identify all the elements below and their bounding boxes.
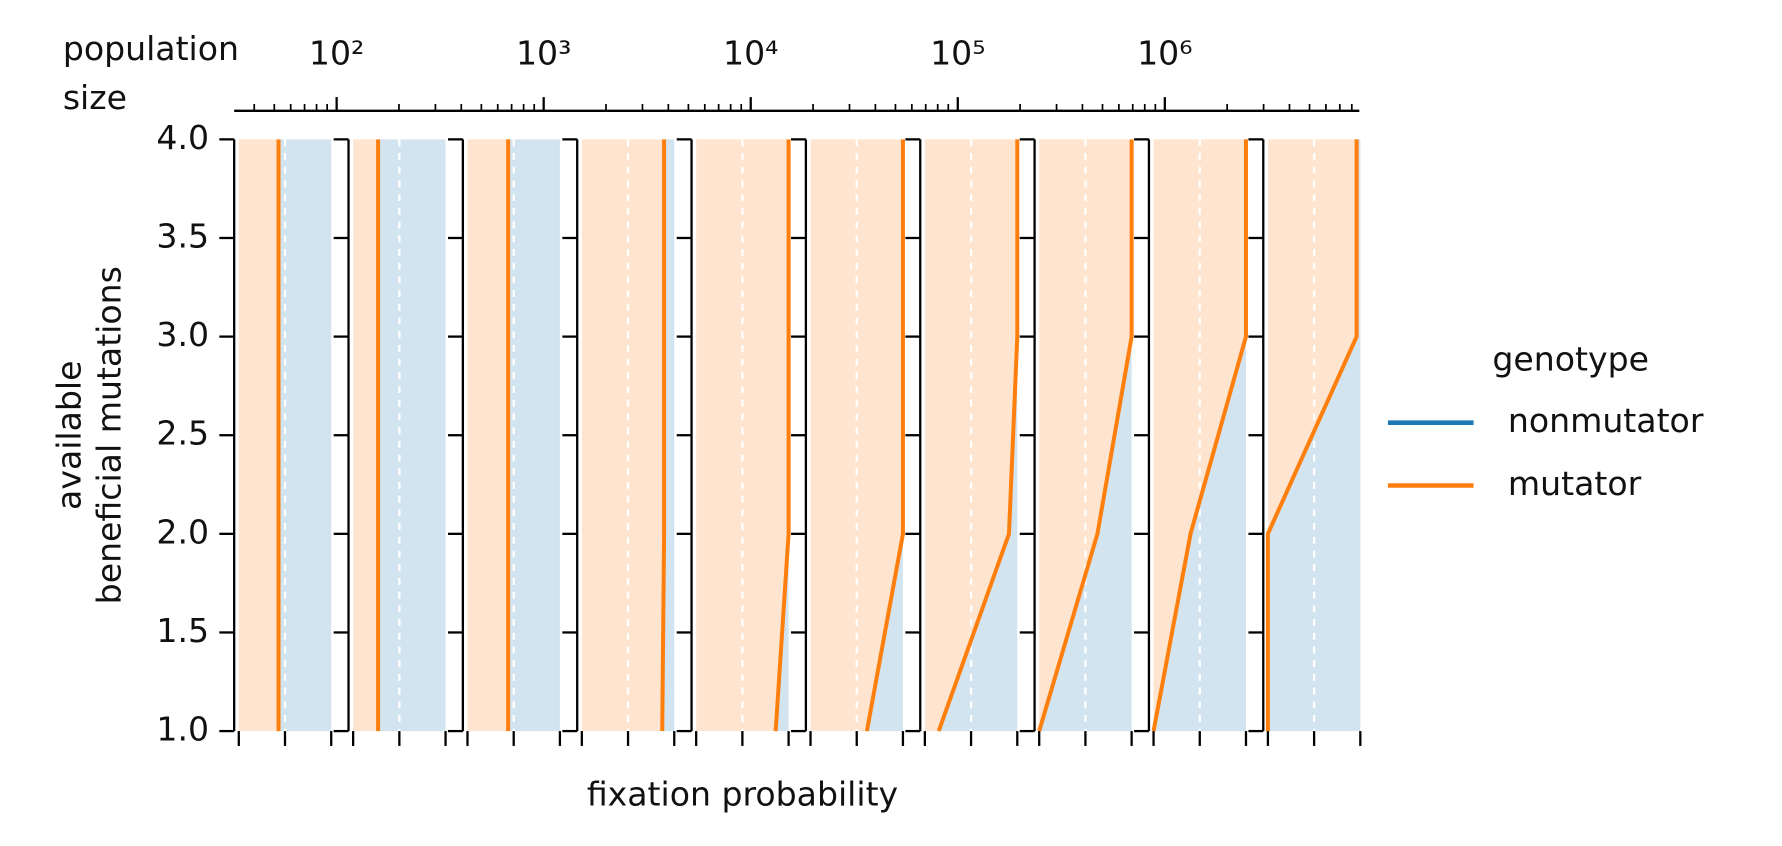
mutator-area bbox=[1153, 139, 1246, 732]
mutator-line bbox=[936, 139, 1020, 732]
top-axis-label: population bbox=[63, 29, 239, 68]
mutator-line bbox=[1037, 139, 1134, 732]
mutator-area bbox=[696, 139, 789, 732]
y-tick-label: 1.0 bbox=[156, 710, 209, 749]
nonmutator-area bbox=[278, 139, 332, 732]
mutator-line bbox=[1151, 139, 1248, 732]
y-axis-label-line: available bbox=[49, 360, 88, 509]
mutator-area bbox=[810, 139, 903, 732]
y-tick-label: 1.5 bbox=[156, 611, 209, 650]
legend-title: genotype bbox=[1492, 339, 1649, 378]
nonmutator-area bbox=[508, 139, 560, 732]
top-tick-label: 10⁶ bbox=[1137, 33, 1192, 72]
nonmutator-area bbox=[1153, 139, 1246, 732]
y-tick-label: 3.5 bbox=[156, 216, 209, 255]
legend-label: nonmutator bbox=[1508, 401, 1704, 440]
mutator-area bbox=[238, 139, 279, 732]
mutator-line bbox=[1265, 139, 1359, 732]
y-axis-label-line: beneficial mutations bbox=[89, 266, 128, 604]
nonmutator-area bbox=[378, 139, 446, 732]
top-tick-label: 10³ bbox=[516, 33, 571, 72]
nonmutator-area bbox=[938, 139, 1018, 732]
y-tick-label: 2.0 bbox=[156, 512, 209, 551]
mutator-line bbox=[660, 139, 667, 732]
mutator-line bbox=[864, 139, 905, 732]
mutator-area bbox=[353, 139, 379, 732]
mutator-line bbox=[773, 139, 791, 732]
top-tick-label: 10⁴ bbox=[723, 33, 778, 72]
top-tick-label: 10⁵ bbox=[930, 33, 985, 72]
nonmutator-area bbox=[775, 139, 789, 732]
mutator-area bbox=[1039, 139, 1132, 732]
y-tick-label: 3.0 bbox=[156, 315, 209, 354]
mutator-area bbox=[924, 139, 1018, 732]
legend-label: mutator bbox=[1508, 464, 1642, 503]
mutator-area bbox=[581, 139, 665, 732]
nonmutator-area bbox=[866, 139, 903, 732]
top-axis-label: size bbox=[63, 78, 127, 117]
top-tick-label: 10² bbox=[309, 33, 364, 72]
y-tick-label: 2.5 bbox=[156, 414, 209, 453]
x-axis-label: fixation probability bbox=[587, 775, 898, 814]
nonmutator-area bbox=[1039, 139, 1132, 732]
mutator-area bbox=[467, 139, 509, 732]
y-axis-label: available beneficial mutations bbox=[49, 266, 128, 604]
y-tick-label: 4.0 bbox=[156, 118, 209, 157]
